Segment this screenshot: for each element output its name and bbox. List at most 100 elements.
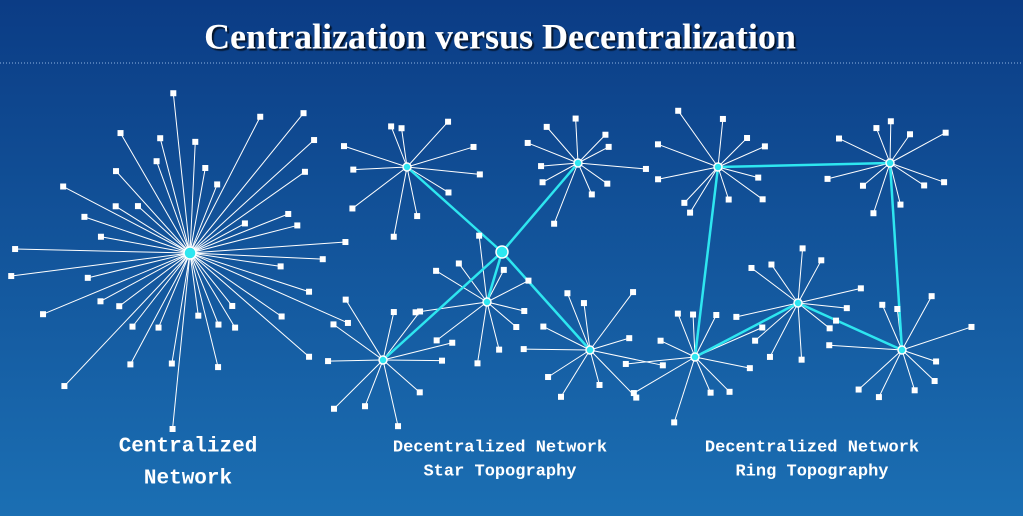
- leaf-node: [390, 309, 397, 316]
- link: [889, 132, 946, 164]
- leaf-node: [169, 426, 176, 433]
- leaf-node: [117, 130, 124, 137]
- link: [132, 252, 191, 327]
- caption: Star Topography: [423, 462, 576, 481]
- link: [858, 349, 903, 390]
- link: [159, 138, 191, 254]
- leaf-node: [674, 310, 681, 317]
- link: [189, 139, 315, 254]
- leaf-node: [168, 360, 175, 367]
- link: [406, 146, 474, 168]
- backbone-link: [717, 161, 891, 169]
- leaf-node: [752, 337, 759, 344]
- hub-node: [713, 162, 723, 172]
- leaf-node: [572, 115, 579, 122]
- link: [189, 252, 219, 368]
- leaf-node: [81, 213, 88, 220]
- link: [158, 252, 191, 328]
- hub-node: [482, 297, 492, 307]
- link: [189, 252, 199, 316]
- link: [84, 216, 191, 254]
- link: [657, 166, 719, 180]
- link: [577, 146, 609, 164]
- leaf-node: [474, 360, 481, 367]
- link: [797, 302, 847, 309]
- leaf-node: [388, 123, 395, 130]
- leaf-node: [707, 389, 714, 396]
- leaf-node: [887, 118, 894, 125]
- leaf-node: [195, 312, 202, 319]
- link: [115, 205, 191, 254]
- backbone-link: [501, 162, 579, 253]
- link: [523, 348, 591, 351]
- link: [889, 162, 901, 205]
- leaf-node: [398, 125, 405, 132]
- link: [566, 293, 591, 351]
- link: [589, 349, 637, 398]
- hub-node: [897, 345, 907, 355]
- leaf-node: [928, 293, 935, 300]
- leaf-node: [968, 323, 975, 330]
- link: [577, 134, 606, 164]
- leaf-node: [113, 168, 120, 175]
- leaf-node: [524, 139, 531, 146]
- leaf-node: [768, 261, 775, 268]
- leaf-node: [725, 196, 732, 203]
- networks: [8, 90, 975, 433]
- link: [881, 304, 903, 351]
- link: [589, 349, 663, 366]
- link: [677, 110, 719, 168]
- hub-node: [402, 162, 412, 172]
- leaf-node: [215, 364, 222, 371]
- link: [189, 116, 261, 254]
- leaf-node: [214, 181, 221, 188]
- link: [827, 162, 891, 180]
- leaf-node: [931, 378, 938, 385]
- link: [87, 252, 191, 279]
- link: [694, 356, 712, 393]
- leaf-node: [875, 394, 882, 401]
- leaf-node: [687, 209, 694, 216]
- link: [189, 252, 310, 358]
- link: [575, 118, 579, 164]
- backbone-link: [382, 251, 503, 361]
- leaf-node: [713, 311, 720, 318]
- leaf-node: [155, 324, 162, 331]
- link: [486, 301, 525, 312]
- leaf-node: [412, 309, 419, 316]
- leaf-node: [330, 321, 337, 328]
- leaf-node: [331, 405, 338, 412]
- link: [333, 359, 384, 410]
- link: [862, 162, 891, 187]
- leaf-node: [826, 325, 833, 332]
- leaf-node: [362, 403, 369, 410]
- link: [829, 344, 903, 351]
- link: [189, 252, 282, 317]
- leaf-node: [470, 143, 477, 150]
- leaf-node: [580, 300, 587, 307]
- leaf-node: [97, 298, 104, 305]
- link: [889, 162, 925, 186]
- leaf-node: [551, 220, 558, 227]
- leaf-node: [349, 205, 356, 212]
- link: [62, 186, 191, 254]
- leaf-node: [157, 135, 164, 142]
- link: [771, 264, 799, 304]
- leaf-node: [907, 131, 914, 138]
- leaf-node: [824, 175, 831, 182]
- link: [577, 162, 593, 195]
- backbone-link: [501, 251, 591, 351]
- link: [875, 127, 891, 164]
- leaf-node: [626, 335, 633, 342]
- link: [436, 301, 488, 341]
- link: [633, 356, 696, 394]
- link: [541, 162, 579, 167]
- link: [872, 162, 891, 214]
- leaf-node: [655, 176, 662, 183]
- leaf-node: [12, 246, 19, 253]
- leaf-node: [112, 203, 119, 210]
- link: [156, 161, 191, 254]
- leaf-node: [799, 245, 806, 252]
- leaf-node: [604, 180, 611, 187]
- leaf-node: [602, 131, 609, 138]
